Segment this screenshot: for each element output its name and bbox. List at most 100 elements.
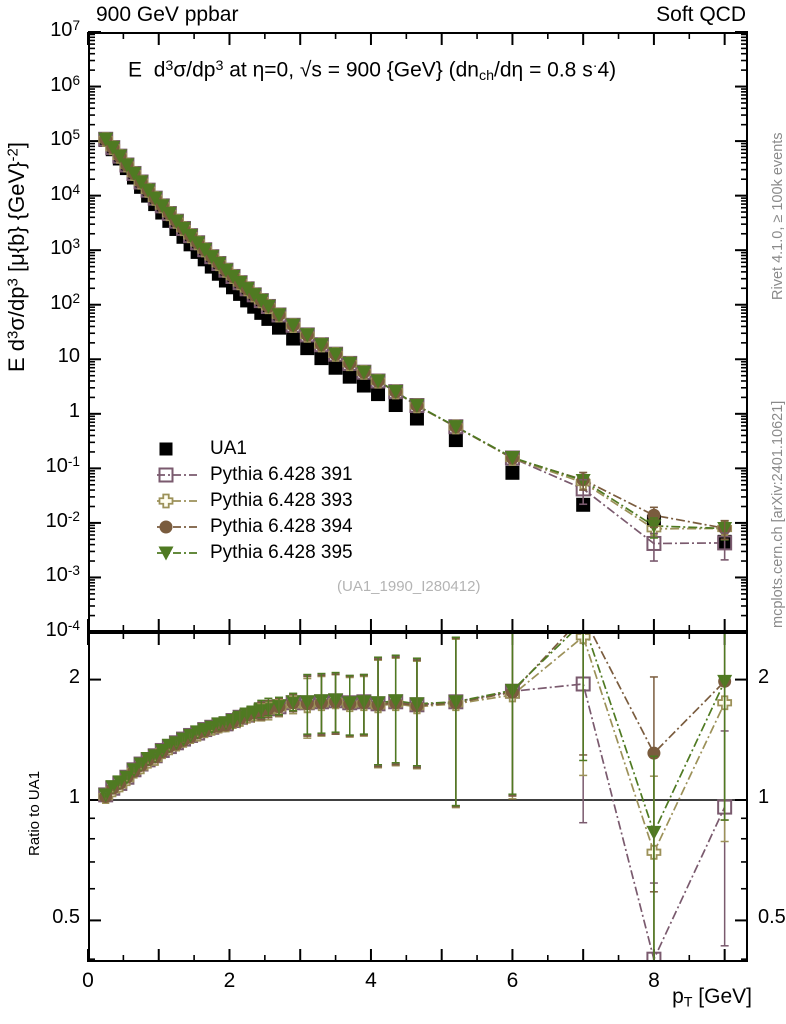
title-rest: /dη = 0.8 s: [494, 58, 593, 82]
xlab-sub-t: T: [683, 994, 693, 1011]
legend-label: Pythia 6.428 393: [210, 490, 353, 511]
legend-marker-square-filled: [156, 439, 198, 459]
legend-item-2[interactable]: Pythia 6.428 393: [156, 488, 353, 514]
header-right-category-label: Soft QCD: [656, 3, 746, 26]
title-dot: ·: [592, 58, 598, 74]
y-tick-label-main-2: 105: [50, 127, 80, 151]
x-tick-label-4: 8: [648, 969, 660, 992]
y-tick-mantissa: 10: [45, 619, 68, 642]
y-tick-mantissa: 10: [50, 19, 73, 42]
y-tick-label-main-6: 10: [57, 345, 80, 368]
rivet-version-caption: Rivet 4.1.0, ≥ 100k events: [770, 132, 786, 300]
y-tick-label-ratio-left-1: 1: [68, 786, 80, 808]
title-num-sup: 3: [165, 58, 174, 74]
legend-swatch: [157, 493, 197, 509]
ylab-sup-c: -2: [4, 148, 22, 162]
y-tick-mantissa: 10: [50, 291, 73, 314]
title-sigma: σ/dp: [173, 58, 216, 82]
y-tick-mantissa: 10: [45, 564, 68, 587]
legend-swatch: [157, 467, 197, 483]
legend-marker-circle-filled: [156, 517, 198, 537]
legend-item-3[interactable]: Pythia 6.428 394: [156, 514, 353, 540]
y-tick-mantissa: 10: [50, 128, 73, 151]
y-tick-label-ratio-right-0: 2: [758, 665, 770, 688]
y-axis-title-ratio: Ratio to UA1: [26, 770, 43, 856]
ratio-panel-frame: [88, 632, 748, 962]
header-left-beam-label: 900 GeV ppbar: [96, 3, 239, 26]
legend-marker-square-open: [156, 465, 198, 485]
data-marker: [158, 493, 174, 509]
xlab-unit: [GeV]: [692, 985, 752, 1008]
legend-item-1[interactable]: Pythia 6.428 391: [156, 462, 353, 488]
plot-title: E d3σ/dp3 at η=0, √s = 900 {GeV} (dnch/d…: [128, 58, 616, 84]
ylab-sup-b: 3: [4, 278, 22, 287]
x-tick-label-3: 6: [506, 969, 519, 992]
y-tick-mantissa: 10: [45, 455, 68, 478]
legend: UA1 Pythia 6.428 391 Pythia 6.428 393 Pythi…: [156, 436, 353, 566]
y-tick-exponent: 7: [72, 18, 80, 33]
x-tick-label-1: 2: [223, 969, 236, 992]
y-tick-label-main-1: 106: [50, 73, 80, 97]
y-tick-label-main-8: 10-1: [46, 454, 80, 478]
y-tick-exponent: 2: [72, 290, 80, 306]
y-tick-exponent: 3: [72, 236, 80, 252]
y-tick-exponent: 6: [72, 72, 80, 88]
analysis-id-watermark: (UA1_1990_I280412): [337, 578, 481, 595]
y-tick-label-ratio-left-2: 0.5: [52, 906, 80, 929]
y-tick-label-main-11: 10-4: [46, 618, 80, 642]
y-tick-label-ratio-left-0: 2: [68, 665, 80, 688]
y-tick-label-main-5: 102: [50, 291, 80, 315]
ylab-seg-a: E d: [4, 338, 29, 372]
y-tick-label-main-9: 10-2: [46, 509, 80, 533]
y-tick-exponent: 4: [72, 181, 80, 197]
ylab-seg-b: σ/dp: [4, 286, 29, 331]
legend-label: UA1: [210, 438, 247, 459]
title-sqrt: √s = 900 {GeV} (dn: [299, 58, 479, 82]
y-tick-exponent: -3: [67, 563, 80, 579]
y-tick-label-main-0: 107: [50, 18, 80, 42]
legend-item-4[interactable]: Pythia 6.428 395: [156, 540, 353, 566]
xlab-p: p: [672, 985, 684, 1008]
y-tick-label-ratio-right-2: 0.5: [758, 906, 786, 929]
y-tick-label-main-3: 104: [50, 182, 80, 206]
legend-marker-cross-open: [156, 491, 198, 511]
y-tick-exponent: 5: [72, 127, 80, 143]
legend-swatch: [157, 520, 197, 534]
data-marker: [159, 520, 173, 534]
y-tick-label-main-7: 1: [68, 399, 80, 422]
title-ch: ch: [478, 67, 495, 84]
main-panel-frame: [88, 32, 748, 632]
y-tick-label-main-4: 103: [50, 236, 80, 260]
y-tick-mantissa: 10: [50, 237, 73, 260]
legend-label: Pythia 6.428 395: [210, 542, 353, 563]
mcplots-source-caption: mcplots.cern.ch [arXiv:2401.10621]: [770, 400, 786, 628]
y-tick-exponent: -1: [67, 454, 80, 470]
y-tick-label-ratio-right-1: 1: [758, 786, 770, 808]
ylab-sup-a: 3: [4, 330, 22, 339]
x-tick-label-0: 0: [82, 969, 94, 992]
legend-label: Pythia 6.428 394: [210, 516, 353, 537]
y-axis-title-main: E d3σ/dp3 [μ{b} {GeV}-2]: [4, 142, 30, 372]
y-tick-label-main-10: 10-3: [46, 563, 80, 587]
title-at: at η=0,: [223, 58, 300, 82]
data-marker: [158, 546, 174, 561]
ylab-seg-d: ]: [4, 142, 29, 149]
y-tick-mantissa: 10: [50, 73, 73, 96]
ylab-seg-c: [μ{b} {GeV}: [4, 161, 29, 279]
title-num: d: [153, 58, 166, 82]
y-tick-exponent: -2: [67, 508, 80, 524]
y-tick-exponent: -4: [67, 618, 80, 633]
legend-label: Pythia 6.428 391: [210, 464, 353, 485]
y-tick-mantissa: 10: [45, 510, 68, 533]
legend-marker-triangle-down: [156, 543, 198, 563]
title-den-sup: 3: [215, 58, 224, 74]
x-tick-label-2: 4: [365, 969, 377, 992]
title-e: E: [128, 58, 143, 82]
legend-item-0[interactable]: UA1: [156, 436, 353, 462]
x-axis-title: pT [GeV]: [672, 985, 752, 1011]
data-marker: [158, 467, 174, 483]
data-marker: [159, 442, 173, 456]
title-four: 4): [597, 58, 617, 82]
y-tick-mantissa: 10: [50, 182, 73, 205]
